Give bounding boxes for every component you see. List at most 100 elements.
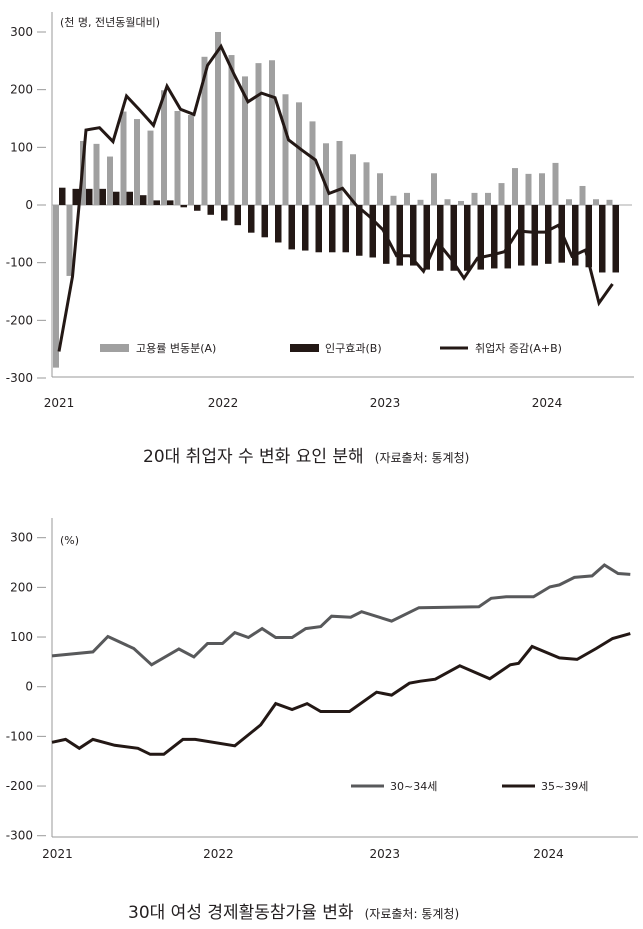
bar-population-effect — [86, 188, 93, 205]
title-text: 30대 여성 경제활동참가율 변화 — [128, 903, 354, 923]
bar-population-effect — [545, 205, 552, 264]
bar-employment-rate — [471, 192, 478, 205]
bar-population-effect — [248, 205, 255, 233]
bar-population-effect — [302, 205, 309, 251]
bar-employment-rate — [228, 55, 235, 205]
bar-employment-rate — [444, 199, 451, 205]
unit-label: (%) — [60, 534, 79, 547]
bar-employment-rate — [404, 192, 410, 205]
bar-population-effect — [275, 205, 282, 243]
bar-population-effect — [356, 205, 363, 256]
bar-employment-rate — [174, 110, 181, 205]
bar-employment-rate — [539, 173, 545, 205]
legend-swatch-a — [100, 344, 129, 352]
legend-label-30-34: 30~34세 — [390, 780, 437, 793]
bar-employment-rate — [458, 200, 464, 205]
series-line-a-plus-b — [57, 43, 614, 352]
bar-employment-rate — [134, 119, 140, 205]
x-tick-label: 2021 — [44, 396, 75, 410]
bar-population-effect — [477, 205, 484, 270]
bar-employment-rate — [201, 56, 208, 205]
bar-employment-rate — [255, 63, 262, 205]
bar-employment-rate — [147, 130, 154, 205]
bar-employment-rate — [485, 192, 491, 205]
source-text: (자료출처: 통계청) — [365, 907, 460, 921]
bar-population-effect — [167, 200, 174, 205]
bar-population-effect — [113, 191, 120, 205]
bar-population-effect — [612, 205, 619, 273]
bar-employment-rate — [161, 90, 167, 205]
y-tick-label: 200 — [10, 580, 33, 594]
bar-population-effect — [221, 205, 228, 221]
x-tick-label: 2023 — [370, 847, 401, 861]
y-tick-label: -100 — [6, 256, 33, 270]
bar-population-effect — [342, 205, 349, 253]
x-tick-label: 2024 — [532, 396, 563, 410]
bar-population-effect — [572, 205, 579, 266]
bar-employment-rate — [296, 102, 302, 205]
series-line-35-39 — [51, 632, 631, 756]
bar-population-effect — [369, 205, 376, 258]
bar-population-effect — [126, 191, 133, 205]
y-tick-label: 100 — [10, 140, 33, 154]
legend-swatch-b — [290, 344, 319, 352]
chart-title: 30대 여성 경제활동참가율 변화 (자료출처: 통계청) — [128, 903, 459, 923]
legend-label-line: 취업자 증감(A+B) — [475, 342, 562, 355]
bar-population-effect — [315, 205, 322, 253]
bar-population-effect — [423, 205, 430, 270]
bar-employment-rate — [53, 205, 59, 368]
y-tick-label: -200 — [6, 313, 33, 327]
y-tick-label: -200 — [6, 779, 33, 793]
bar-population-effect — [329, 205, 336, 253]
bar-population-effect — [437, 205, 444, 271]
y-tick-label: -100 — [6, 729, 33, 743]
bar-employment-rate — [498, 183, 505, 205]
title-text: 20대 취업자 수 변화 요인 분해 — [143, 447, 364, 467]
bar-population-effect — [491, 205, 498, 269]
bar-population-effect — [518, 205, 525, 266]
bar-employment-rate — [336, 140, 343, 205]
bar-population-effect — [531, 205, 538, 266]
x-tick-label: 2024 — [533, 847, 564, 861]
bar-employment-rate — [282, 94, 289, 205]
y-tick-label: -300 — [6, 829, 33, 843]
bar-population-effect — [234, 205, 241, 226]
y-tick-label: 100 — [10, 630, 33, 644]
bar-population-effect — [153, 200, 160, 205]
bar-population-effect — [396, 205, 403, 266]
bar-population-effect — [585, 205, 592, 268]
y-tick-label: 200 — [10, 83, 33, 97]
y-tick-label: 300 — [10, 25, 33, 39]
bar-employment-rate — [390, 195, 397, 205]
bar-employment-rate — [66, 205, 73, 276]
bar-employment-rate — [593, 199, 599, 205]
bar-employment-rate — [606, 199, 613, 205]
bar-population-effect — [599, 205, 606, 273]
bar-employment-rate — [350, 154, 356, 205]
bar-employment-rate — [107, 156, 113, 205]
bar-population-effect — [288, 205, 295, 250]
bar-employment-rate — [120, 111, 127, 205]
bar-population-effect — [410, 205, 417, 266]
bar-employment-rate — [525, 173, 532, 205]
bar-population-effect — [180, 205, 187, 208]
bar-population-effect — [59, 187, 66, 205]
x-tick-label: 2021 — [42, 847, 73, 861]
legend-label-b: 인구효과(B) — [325, 342, 382, 355]
y-tick-label: 300 — [10, 531, 33, 545]
legend: 고용률 변동분(A) 인구효과(B) 취업자 증감(A+B) — [100, 342, 562, 355]
bar-employment-rate — [309, 121, 316, 205]
bar-employment-rate — [431, 173, 437, 205]
bar-employment-rate — [269, 60, 275, 206]
bar-population-effect — [140, 195, 147, 205]
unit-label: (천 명, 전년동월대비) — [60, 15, 160, 29]
bar-population-effect — [99, 188, 106, 205]
bar-population-effect — [450, 205, 457, 271]
bar-employment-rate — [377, 173, 383, 205]
bar-employment-rate — [417, 199, 424, 205]
bar-employment-rate — [552, 162, 559, 205]
source-text: (자료출처: 통계청) — [375, 451, 470, 465]
bar-employment-rate — [579, 185, 586, 205]
